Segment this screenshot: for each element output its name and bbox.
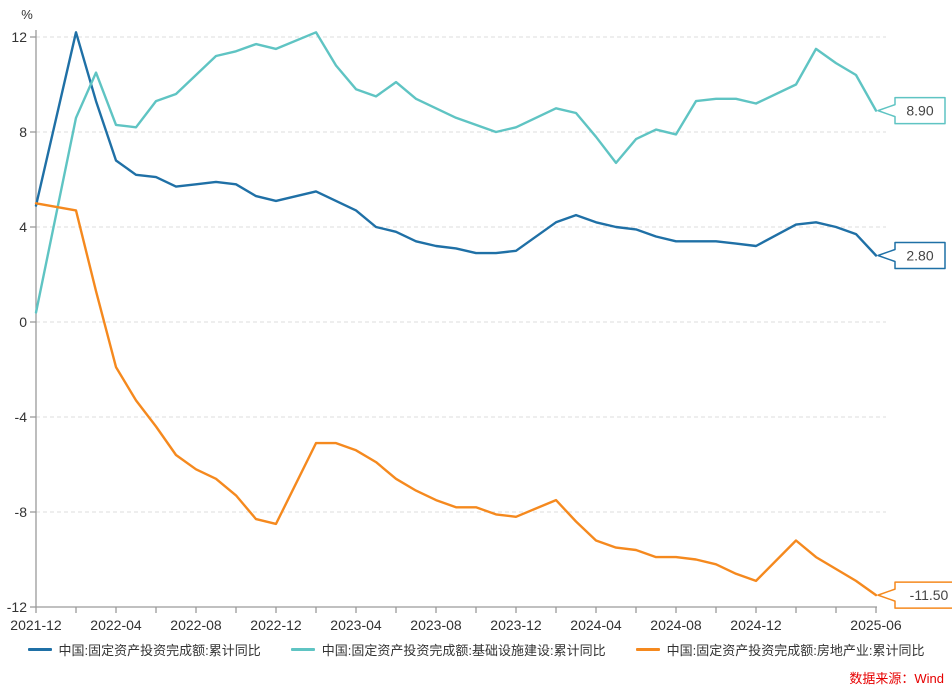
series-end-value: 8.90: [906, 103, 933, 119]
svg-text:12: 12: [11, 29, 27, 45]
legend-line-marker: [290, 648, 315, 651]
series-end-value: 2.80: [906, 248, 933, 264]
legend-label: 中国:固定资产投资完成额:房地产业:累计同比: [666, 643, 925, 658]
svg-text:2025-06: 2025-06: [850, 617, 902, 633]
legend-line-marker: [27, 648, 52, 651]
svg-text:-8: -8: [15, 504, 28, 520]
svg-text:-4: -4: [15, 409, 28, 425]
y-axis-unit: %: [21, 7, 33, 22]
svg-text:2021-12: 2021-12: [10, 617, 62, 633]
svg-text:2023-12: 2023-12: [490, 617, 542, 633]
chart-legend: 中国:固定资产投资完成额:累计同比 中国:固定资产投资完成额:基础设施建设:累计同…: [0, 640, 952, 659]
svg-text:0: 0: [19, 314, 27, 330]
data-source-note: 数据来源：Wind: [849, 671, 944, 686]
series-end-value: -11.50: [910, 587, 949, 603]
svg-text:2024-12: 2024-12: [730, 617, 782, 633]
legend-item-0: 中国:固定资产投资完成额:累计同比: [27, 640, 261, 659]
svg-text:2022-04: 2022-04: [90, 617, 142, 633]
legend-label: 中国:固定资产投资完成额:累计同比: [58, 643, 261, 658]
svg-text:2024-08: 2024-08: [650, 617, 702, 633]
svg-text:2024-04: 2024-04: [570, 617, 622, 633]
svg-text:-12: -12: [7, 599, 27, 615]
svg-text:2022-12: 2022-12: [250, 617, 302, 633]
svg-text:2023-04: 2023-04: [330, 617, 382, 633]
svg-text:4: 4: [19, 219, 27, 235]
svg-text:2023-08: 2023-08: [410, 617, 462, 633]
line-chart: 12 8 4 0 -4 -8 -12% 2021-12 2022-04 2022-08 2022-1…: [7, 7, 952, 633]
legend-item-1: 中国:固定资产投资完成额:基础设施建设:累计同比: [290, 640, 606, 659]
legend-line-marker: [635, 648, 660, 651]
svg-text:2022-08: 2022-08: [170, 617, 222, 633]
svg-text:8: 8: [19, 124, 27, 140]
legend-item-2: 中国:固定资产投资完成额:房地产业:累计同比: [635, 640, 925, 659]
legend-label: 中国:固定资产投资完成额:基础设施建设:累计同比: [321, 643, 606, 658]
